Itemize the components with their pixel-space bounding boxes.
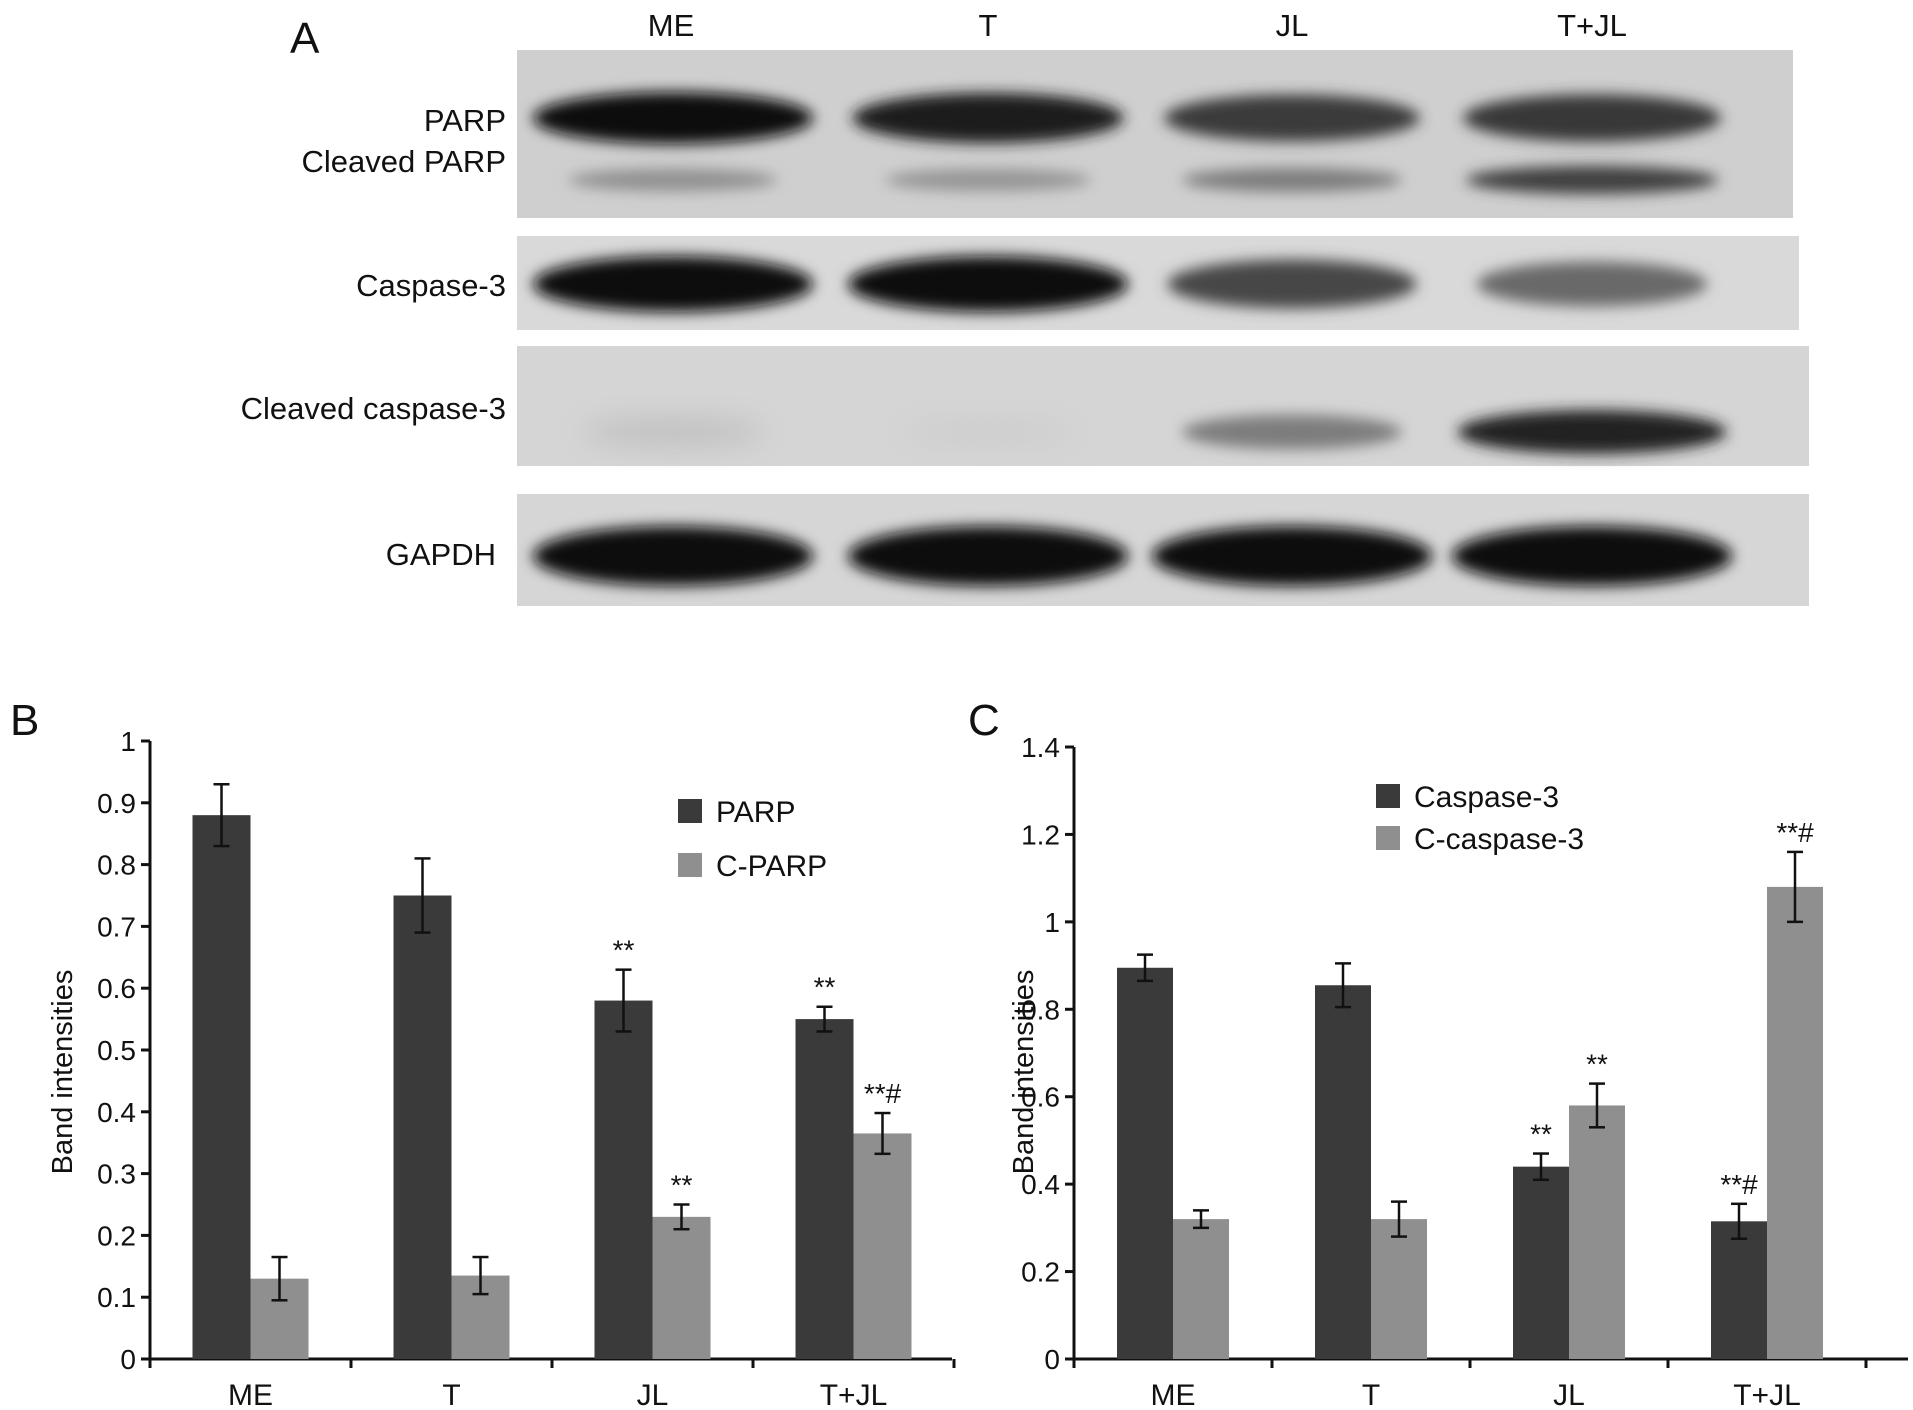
bar-caspase-3 <box>1513 1166 1569 1359</box>
significance-label: **# <box>864 1078 902 1109</box>
significance-label: ** <box>613 935 635 966</box>
blot-label-caspase-3: Caspase-3 <box>356 268 506 303</box>
blot-band <box>1457 410 1727 454</box>
y-tick-label: 0.4 <box>1021 1169 1060 1200</box>
legend-swatch <box>678 853 702 877</box>
significance-label: ** <box>814 972 836 1003</box>
y-tick-label: 0.1 <box>97 1282 136 1313</box>
bar-caspase-3 <box>1315 985 1371 1359</box>
panel-letter-c: C <box>968 696 1000 745</box>
significance-label: **# <box>1720 1169 1758 1200</box>
y-tick-label: 0.2 <box>97 1220 136 1251</box>
blot-band <box>568 168 778 192</box>
y-tick-label: 1 <box>1044 907 1060 938</box>
lane-label-me: ME <box>647 8 695 43</box>
blot-band <box>900 418 1076 446</box>
blot-band <box>533 92 813 144</box>
x-tick-label: T <box>1362 1379 1380 1410</box>
x-tick-label: T <box>442 1379 460 1410</box>
x-tick-label: ME <box>228 1379 273 1410</box>
x-tick-label: JL <box>637 1379 669 1410</box>
y-tick-label: 0.6 <box>1021 1082 1060 1113</box>
y-tick-label: 0 <box>1044 1344 1060 1375</box>
chart-b: Band intensities 0 0.1 0.2 0.3 0.4 0.5 0.6 0.7 0… <box>47 726 956 1410</box>
blot-label-parp: PARP <box>423 103 506 138</box>
bar-parp <box>795 1019 854 1359</box>
western-blot <box>517 50 1809 606</box>
y-tick-label: 1 <box>120 726 136 757</box>
bar-c-parp <box>652 1216 711 1359</box>
bar-c-caspase-3 <box>1767 886 1823 1359</box>
lane-label-t: T <box>978 8 998 43</box>
bar-caspase-3 <box>1117 967 1173 1359</box>
y-tick-label: 1.4 <box>1021 732 1060 763</box>
lane-label-jl: JL <box>1275 8 1309 43</box>
chart-c-ylabel: Band intensities <box>1008 970 1040 1175</box>
legend-swatch <box>1376 784 1400 808</box>
bar-parp <box>393 895 452 1359</box>
y-tick-label: 0.3 <box>97 1159 136 1190</box>
legend-swatch <box>1376 826 1400 850</box>
blot-band <box>1152 526 1432 586</box>
panel-letter-a: A <box>290 14 320 63</box>
blot-band <box>1164 94 1420 142</box>
significance-label: ** <box>1586 1049 1608 1080</box>
x-tick-label: JL <box>1553 1379 1585 1410</box>
blot-band <box>1182 167 1402 193</box>
blot-band <box>884 168 1092 192</box>
significance-label: ** <box>1530 1119 1552 1150</box>
legend-label: C-caspase-3 <box>1414 823 1584 856</box>
blot-label-cleaved-caspase-3: Cleaved caspase-3 <box>240 391 506 426</box>
legend-swatch <box>678 799 702 823</box>
x-tick-label: ME <box>1151 1379 1196 1410</box>
legend-label: C-PARP <box>716 850 827 883</box>
legend-label: PARP <box>716 796 795 829</box>
legend-label: Caspase-3 <box>1414 781 1559 814</box>
panel-letter-b: B <box>10 696 40 745</box>
blot-band <box>1465 165 1719 195</box>
bar-c-caspase-3 <box>1569 1105 1625 1359</box>
bar-c-caspase-3 <box>1173 1219 1229 1359</box>
chart-b-ylabel: Band intensities <box>47 970 79 1175</box>
chart-c: Band intensities 0 0.2 0.4 0.6 0.8 1 1.2 1.4 ME T… <box>1008 732 1908 1410</box>
bar-parp <box>594 1000 653 1359</box>
bar-parp <box>192 815 251 1359</box>
blot-label-cleaved-parp: Cleaved PARP <box>301 144 506 179</box>
significance-label: ** <box>671 1170 693 1201</box>
blot-band <box>533 526 813 586</box>
blot-band <box>1476 261 1708 307</box>
y-tick-label: 1.2 <box>1021 819 1060 850</box>
blot-label-gapdh: GAPDH <box>385 537 496 572</box>
bar-c-parp <box>853 1133 912 1359</box>
y-tick-label: 0.9 <box>97 788 136 819</box>
y-tick-label: 0 <box>120 1344 136 1375</box>
blot-band <box>848 526 1128 586</box>
blot-band <box>533 256 813 312</box>
bar-caspase-3 <box>1711 1221 1767 1359</box>
blot-band <box>848 256 1128 312</box>
blot-band <box>1182 414 1402 450</box>
blot-band <box>1452 526 1732 586</box>
y-tick-label: 0.8 <box>97 850 136 881</box>
lane-label-tjl: T+JL <box>1557 8 1627 43</box>
blot-band <box>852 92 1124 144</box>
blot-band <box>581 418 765 446</box>
y-tick-label: 0.4 <box>97 1097 136 1128</box>
x-tick-label: T+JL <box>1733 1379 1801 1410</box>
blot-band <box>1167 259 1417 309</box>
x-tick-label: T+JL <box>820 1379 888 1410</box>
y-tick-label: 0.8 <box>1021 994 1060 1025</box>
blot-band <box>1463 94 1721 142</box>
bar-c-caspase-3 <box>1371 1219 1427 1359</box>
y-tick-label: 0.5 <box>97 1035 136 1066</box>
y-tick-label: 0.6 <box>97 973 136 1004</box>
y-tick-label: 0.7 <box>97 911 136 942</box>
significance-label: **# <box>1776 817 1814 848</box>
y-tick-label: 0.2 <box>1021 1257 1060 1288</box>
